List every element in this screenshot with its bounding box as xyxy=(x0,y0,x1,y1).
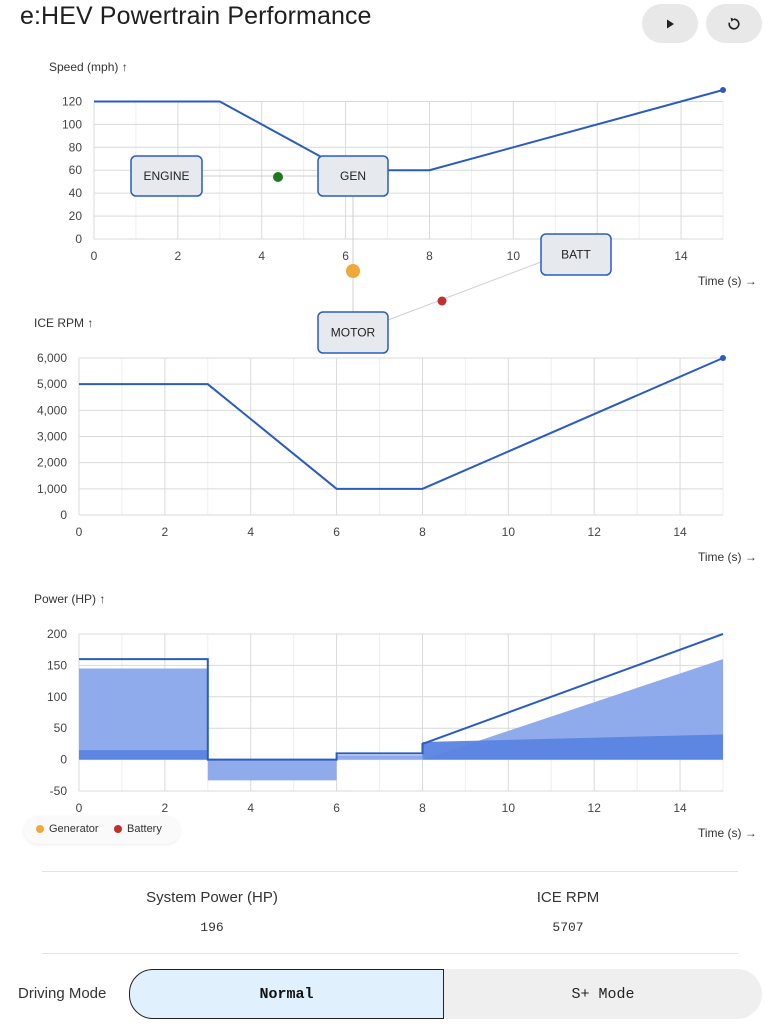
y-tick-label: 3,000 xyxy=(37,430,67,444)
y-tick-label: 50 xyxy=(54,721,68,735)
x-tick-label: 10 xyxy=(507,249,521,263)
legend-label-battery: Battery xyxy=(127,823,162,835)
x-tick-label: 12 xyxy=(588,801,602,815)
battery-flow-dot xyxy=(437,296,447,306)
system-power-value: 196 xyxy=(200,920,224,935)
x-tick-label: 0 xyxy=(91,249,98,263)
y-tick-label: 5,000 xyxy=(37,377,67,391)
y-tick-label: 150 xyxy=(47,658,67,672)
x-tick-label: 8 xyxy=(419,525,426,539)
rpm-chart: 0 1,000 2,000 3,000 4,000 5,000 6,000 0 2 4 6 8 10 12… xyxy=(34,316,757,564)
y-tick-label: 60 xyxy=(69,163,83,177)
x-tick-label: 6 xyxy=(333,525,340,539)
motor-node-label: MOTOR xyxy=(331,326,376,340)
stats-divider-bottom xyxy=(42,953,738,954)
power-chart: -50 0 50 100 150 200 0 2 4 6 8 10 12 14 Power (HP) ↑ Ti… xyxy=(34,592,757,840)
x-tick-label: 2 xyxy=(162,525,169,539)
y-tick-label: 0 xyxy=(60,508,67,522)
y-tick-label: 1,000 xyxy=(37,482,67,496)
y-tick-label: 80 xyxy=(69,140,83,154)
x-tick-label: 14 xyxy=(673,801,687,815)
x-tick-label: 2 xyxy=(162,801,169,815)
series-line xyxy=(79,357,724,490)
x-tick-label: 6 xyxy=(333,801,340,815)
mode-splus-button[interactable]: S+ Mode xyxy=(571,985,635,1003)
x-tick-label: 14 xyxy=(673,525,687,539)
y-tick-label: 6,000 xyxy=(37,351,67,365)
y-tick-label: 20 xyxy=(69,209,83,223)
mode-normal-button[interactable]: Normal xyxy=(129,969,444,1019)
legend-item-battery: Battery xyxy=(114,823,162,835)
y-tick-label: 100 xyxy=(47,690,67,704)
generator-area xyxy=(79,659,723,781)
x-tick-label: 0 xyxy=(76,801,83,815)
driving-mode-label: Driving Mode xyxy=(18,985,107,1002)
x-tick-label: 8 xyxy=(419,801,426,815)
play-icon xyxy=(667,19,674,28)
y-tick-label: 40 xyxy=(69,186,83,200)
batt-motor-connector xyxy=(387,261,542,321)
ice-rpm-value: 5707 xyxy=(552,920,584,935)
x-tick-label: 14 xyxy=(674,249,688,263)
engine-node-box xyxy=(130,155,203,197)
y-tick-label: 120 xyxy=(62,94,82,108)
series-end-point xyxy=(720,87,726,93)
play-button[interactable] xyxy=(642,4,698,43)
x-tick-label: 4 xyxy=(247,801,254,815)
reset-icon xyxy=(728,17,740,30)
x-tick-label: 4 xyxy=(247,525,254,539)
system-power-line xyxy=(79,633,724,761)
batt-node-label: BATT xyxy=(561,248,591,262)
powertrain-flow-diagram: ENGINE GEN MOTOR BATT xyxy=(130,155,612,354)
speed-chart: 02040608010012002468101214Speed (mph) ↑T… xyxy=(49,60,757,288)
x-tick-label: 8 xyxy=(426,249,433,263)
battery-legend-dot xyxy=(114,825,122,833)
legend-label-generator: Generator xyxy=(49,823,99,835)
battery-area xyxy=(79,734,723,760)
batt-node-box xyxy=(540,233,612,276)
y-tick-label: -50 xyxy=(50,784,68,798)
reset-button[interactable] xyxy=(706,4,762,43)
legend-item-generator: Generator xyxy=(36,823,99,835)
y-tick-label: 4,000 xyxy=(37,403,67,417)
x-axis-title: Time (s) → xyxy=(698,550,757,564)
x-tick-label: 4 xyxy=(258,249,265,263)
gen-node-label: GEN xyxy=(340,169,366,183)
y-axis-title: Power (HP) ↑ xyxy=(34,592,105,606)
stats-divider-top xyxy=(42,871,738,872)
system-power-label: System Power (HP) xyxy=(146,889,278,906)
power-chart-legend: Generator Battery xyxy=(24,816,180,844)
charts-canvas: 02040608010012002468101214Speed (mph) ↑T… xyxy=(34,60,757,840)
x-tick-label: 10 xyxy=(502,801,516,815)
engine-flow-dot xyxy=(273,172,283,182)
x-axis-title: Time (s) → xyxy=(698,826,757,840)
x-tick-label: 10 xyxy=(502,525,516,539)
ice-rpm-label: ICE RPM xyxy=(536,889,600,906)
y-tick-label: 100 xyxy=(62,117,82,131)
x-tick-label: 12 xyxy=(588,525,602,539)
y-tick-label: 2,000 xyxy=(37,456,67,470)
y-tick-label: 0 xyxy=(60,753,67,767)
y-tick-label: 0 xyxy=(75,232,82,246)
x-tick-label: 0 xyxy=(76,525,83,539)
engine-node-label: ENGINE xyxy=(143,169,189,183)
generator-flow-dot xyxy=(346,264,360,278)
page-title: e:HEV Powertrain Performance xyxy=(20,2,372,30)
x-tick-label: 2 xyxy=(175,249,182,263)
x-axis-title: Time (s) → xyxy=(698,274,757,288)
generator-legend-dot xyxy=(36,825,44,833)
y-axis-title: ICE RPM ↑ xyxy=(34,316,93,330)
x-tick-label: 6 xyxy=(342,249,349,263)
motor-node-box xyxy=(317,311,389,354)
y-tick-label: 200 xyxy=(47,627,67,641)
series-end-point xyxy=(720,355,726,361)
gen-node-box xyxy=(317,155,389,197)
y-axis-title: Speed (mph) ↑ xyxy=(49,60,128,74)
